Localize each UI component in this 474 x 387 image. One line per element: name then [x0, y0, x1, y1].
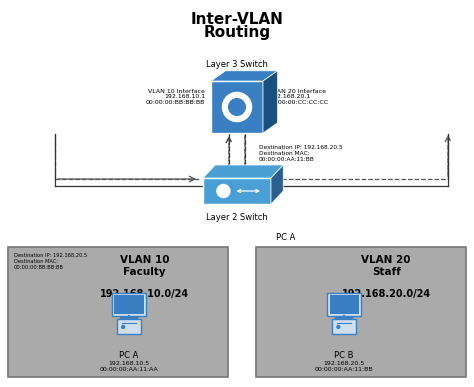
Text: 192.168.20.5
00:00:00:AA:11:BB: 192.168.20.5 00:00:00:AA:11:BB: [315, 361, 374, 372]
Text: 192.168.10.5
00:00:00:AA:11:AA: 192.168.10.5 00:00:00:AA:11:AA: [100, 361, 158, 372]
Text: VLAN 20
Staff: VLAN 20 Staff: [362, 255, 411, 277]
Bar: [332, 319, 356, 334]
Circle shape: [217, 185, 230, 197]
Bar: [211, 81, 263, 133]
Bar: [327, 293, 361, 316]
Text: Layer 3 Switch: Layer 3 Switch: [206, 60, 268, 69]
Bar: [112, 293, 146, 316]
Text: VLAN 20 Interface
192.168.20.1
00:00:00:CC:CC:CC: VLAN 20 Interface 192.168.20.1 00:00:00:…: [269, 89, 329, 105]
Text: VLAN 10
Faculty: VLAN 10 Faculty: [119, 255, 169, 277]
Circle shape: [337, 325, 340, 328]
Text: PC B: PC B: [335, 351, 354, 360]
Text: VLAN 10 Interface
192.168.10.1
00:00:00:BB:BB:BB: VLAN 10 Interface 192.168.10.1 00:00:00:…: [146, 89, 205, 105]
Bar: [329, 295, 359, 313]
Bar: [117, 319, 141, 334]
Text: 192.168.10.0/24: 192.168.10.0/24: [100, 289, 189, 299]
Polygon shape: [263, 71, 278, 133]
Text: PC A: PC A: [276, 233, 296, 242]
Polygon shape: [271, 165, 283, 204]
Circle shape: [122, 325, 125, 328]
Text: Layer 2 Switch: Layer 2 Switch: [206, 213, 268, 222]
Polygon shape: [211, 71, 278, 81]
Polygon shape: [203, 165, 283, 178]
Circle shape: [222, 92, 252, 122]
Bar: [256, 247, 466, 377]
Bar: [8, 247, 228, 377]
Text: Destination IP: 192.168.20.5
Destination MAC:
00:00:00:BB:BB:BB: Destination IP: 192.168.20.5 Destination…: [14, 253, 87, 270]
Circle shape: [228, 99, 246, 115]
Text: 192.168.20.0/24: 192.168.20.0/24: [342, 289, 431, 299]
Text: Destination IP: 192.168.20.5
Destination MAC:
00:00:00:AA:11:BB: Destination IP: 192.168.20.5 Destination…: [259, 145, 343, 162]
Text: Inter-VLAN: Inter-VLAN: [191, 12, 283, 27]
Bar: [203, 178, 271, 204]
Text: PC A: PC A: [119, 351, 139, 360]
Bar: [114, 295, 144, 313]
Text: Routing: Routing: [203, 25, 271, 40]
